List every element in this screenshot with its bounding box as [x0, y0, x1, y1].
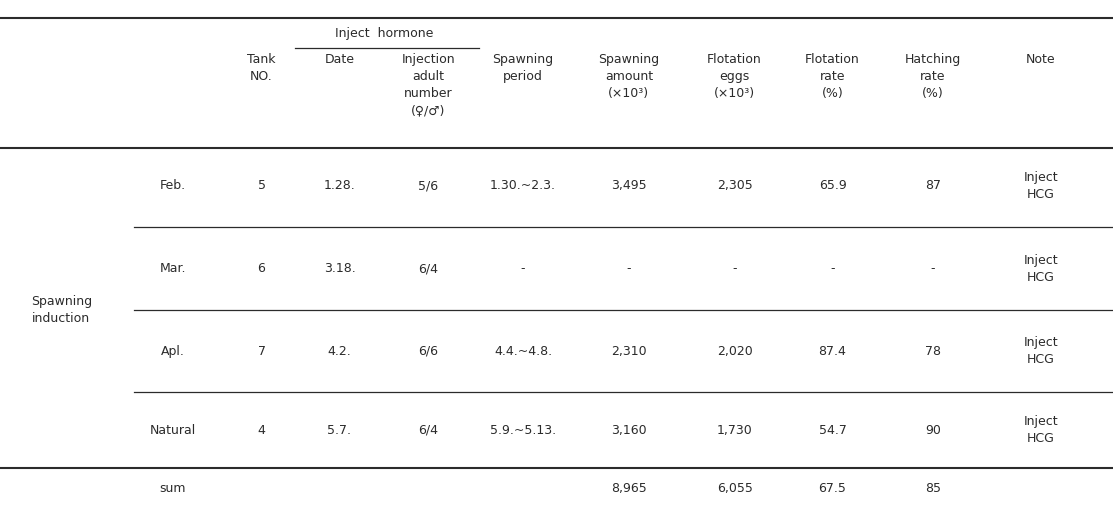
Text: 67.5: 67.5	[818, 482, 847, 495]
Text: 5/6: 5/6	[418, 179, 439, 192]
Text: 8,965: 8,965	[611, 482, 647, 495]
Text: Injection
adult
number
(♀/♂): Injection adult number (♀/♂)	[402, 53, 455, 118]
Text: 5.9.~5.13.: 5.9.~5.13.	[490, 423, 556, 437]
Text: Date: Date	[325, 53, 354, 67]
Text: 6/6: 6/6	[418, 345, 439, 358]
Text: Spawning
period: Spawning period	[493, 53, 553, 83]
Text: 78: 78	[925, 345, 940, 358]
Text: 5: 5	[257, 179, 266, 192]
Text: 1.30.~2.3.: 1.30.~2.3.	[490, 179, 556, 192]
Text: Mar.: Mar.	[159, 262, 186, 275]
Text: Flotation
eggs
(×10³): Flotation eggs (×10³)	[707, 53, 762, 100]
Text: 85: 85	[925, 482, 940, 495]
Text: 2,305: 2,305	[717, 179, 752, 192]
Text: Tank
NO.: Tank NO.	[247, 53, 276, 83]
Text: -: -	[732, 262, 737, 275]
Text: 87.4: 87.4	[818, 345, 847, 358]
Text: sum: sum	[159, 482, 186, 495]
Text: Spawning
induction: Spawning induction	[31, 296, 91, 325]
Text: 3.18.: 3.18.	[324, 262, 355, 275]
Text: 6/4: 6/4	[418, 262, 439, 275]
Text: 6,055: 6,055	[717, 482, 752, 495]
Text: 1.28.: 1.28.	[324, 179, 355, 192]
Text: Hatching
rate
(%): Hatching rate (%)	[905, 53, 961, 100]
Text: Inject
HCG: Inject HCG	[1023, 336, 1058, 366]
Text: 2,310: 2,310	[611, 345, 647, 358]
Text: 2,020: 2,020	[717, 345, 752, 358]
Text: Flotation
rate
(%): Flotation rate (%)	[805, 53, 860, 100]
Text: -: -	[830, 262, 835, 275]
Text: -: -	[627, 262, 631, 275]
Text: 3,160: 3,160	[611, 423, 647, 437]
Text: Inject
HCG: Inject HCG	[1023, 415, 1058, 445]
Text: Note: Note	[1026, 53, 1055, 67]
Text: -: -	[521, 262, 525, 275]
Text: -: -	[930, 262, 935, 275]
Text: 4.2.: 4.2.	[327, 345, 352, 358]
Text: 65.9: 65.9	[819, 179, 846, 192]
Text: 54.7: 54.7	[818, 423, 847, 437]
Text: 5.7.: 5.7.	[327, 423, 352, 437]
Text: Spawning
amount
(×10³): Spawning amount (×10³)	[599, 53, 659, 100]
Text: 3,495: 3,495	[611, 179, 647, 192]
Text: Natural: Natural	[149, 423, 196, 437]
Text: 6/4: 6/4	[418, 423, 439, 437]
Text: 4: 4	[257, 423, 266, 437]
Text: Inject
HCG: Inject HCG	[1023, 254, 1058, 284]
Text: Inject
HCG: Inject HCG	[1023, 171, 1058, 201]
Text: 87: 87	[925, 179, 940, 192]
Text: Apl.: Apl.	[160, 345, 185, 358]
Text: Inject  hormone: Inject hormone	[335, 26, 433, 40]
Text: 4.4.~4.8.: 4.4.~4.8.	[494, 345, 552, 358]
Text: 6: 6	[257, 262, 266, 275]
Text: 1,730: 1,730	[717, 423, 752, 437]
Text: 7: 7	[257, 345, 266, 358]
Text: 90: 90	[925, 423, 940, 437]
Text: Feb.: Feb.	[159, 179, 186, 192]
